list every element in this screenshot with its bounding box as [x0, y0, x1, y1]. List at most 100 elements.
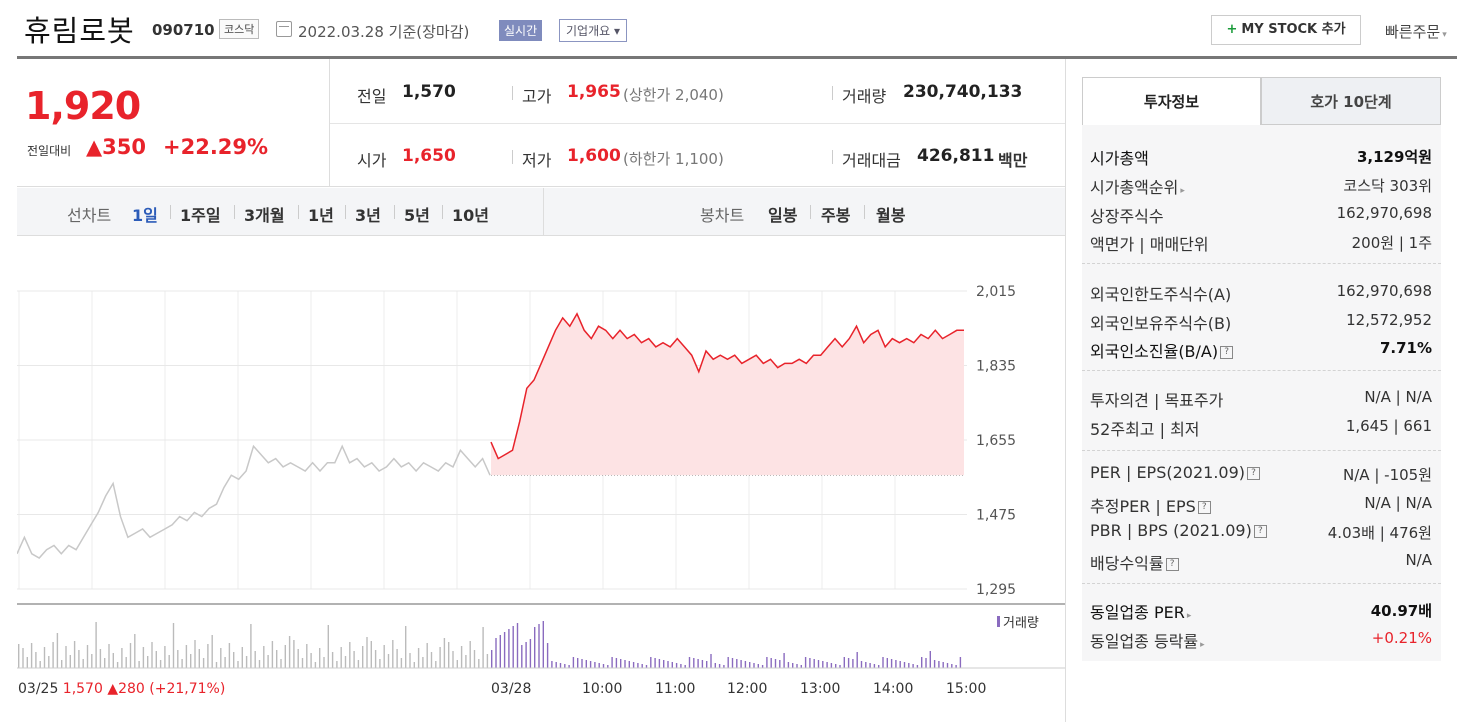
- info-label-text: 상장주식수: [1090, 207, 1164, 226]
- volume-bar: [134, 634, 136, 668]
- period-10y[interactable]: 10년: [452, 206, 489, 225]
- volume-bar: [211, 635, 213, 668]
- volume-bar: [916, 665, 919, 668]
- candle-monthly[interactable]: 월봉: [876, 206, 906, 225]
- info-value: N/A: [1405, 551, 1432, 569]
- volume-bar: [620, 659, 622, 668]
- chevron-right-icon: ▸: [1200, 640, 1205, 650]
- volume-bar: [895, 660, 897, 668]
- volume-bar: [370, 641, 372, 668]
- volume-bar: [194, 640, 196, 668]
- volume-bar: [555, 662, 557, 668]
- volume-bar: [671, 662, 673, 668]
- volume-bar: [366, 637, 368, 668]
- today-area-fill: [491, 313, 964, 476]
- volume-bar: [572, 657, 575, 668]
- period-3m[interactable]: 3개월: [244, 206, 285, 225]
- header-divider: [17, 56, 1457, 59]
- help-icon[interactable]: ?: [1253, 525, 1267, 538]
- prev-day-change: 1,570 ▲280 (+21,71%): [63, 681, 226, 697]
- volume-bar: [804, 657, 807, 668]
- volume-bar: [710, 654, 712, 668]
- candle-weekly[interactable]: 주봉: [821, 206, 851, 225]
- volume-bar: [744, 661, 747, 668]
- prev-day-date: 03/25: [18, 681, 63, 697]
- volume-bar: [258, 660, 261, 668]
- divider: [298, 205, 299, 219]
- volume-bar: [942, 662, 944, 668]
- volume-bar: [852, 659, 854, 668]
- volume-bar: [155, 651, 157, 668]
- volume-bar: [826, 662, 828, 668]
- volume-bar: [830, 663, 833, 668]
- change-percent: +22.29%: [163, 135, 269, 159]
- period-1w[interactable]: 1주일: [180, 206, 221, 225]
- help-icon[interactable]: ?: [1247, 467, 1260, 480]
- intraday-price-chart[interactable]: 2,015 1,835 1,655 1,475 1,295 거래량 03/28 10:00 11…: [17, 270, 1065, 710]
- period-3y[interactable]: 3년: [355, 206, 381, 225]
- volume-bar: [224, 657, 226, 668]
- volume-bar: [761, 665, 764, 668]
- divider: [345, 205, 346, 219]
- volume-bar: [392, 640, 394, 668]
- info-label: 투자의견 | 목표주가: [1090, 387, 1223, 411]
- divider: [442, 205, 443, 219]
- volume-bar: [276, 650, 278, 668]
- high-value: 1,965: [567, 82, 621, 102]
- volume-bar: [503, 632, 506, 668]
- help-icon[interactable]: ?: [1197, 501, 1211, 514]
- volume-bar: [310, 653, 312, 668]
- candle-daily[interactable]: 일봉: [768, 206, 798, 225]
- y-tick-label: 1,655: [976, 433, 1016, 449]
- calendar-icon: [276, 21, 292, 37]
- change-value: ▲350: [86, 135, 146, 159]
- volume-bar: [886, 658, 888, 668]
- low-label: 저가: [522, 151, 552, 170]
- volume-bar: [615, 658, 618, 668]
- info-label[interactable]: 동일업종 PER ▸: [1090, 599, 1191, 623]
- volume-bar: [938, 661, 940, 668]
- info-label[interactable]: 시가총액순위 ▸: [1090, 174, 1185, 198]
- period-5y[interactable]: 5년: [404, 206, 430, 225]
- info-value: N/A | -105원: [1343, 466, 1432, 484]
- tab-investment-info[interactable]: 투자정보: [1082, 77, 1261, 125]
- info-label[interactable]: 동일업종 등락률 ▸: [1090, 628, 1205, 652]
- volume-bar: [740, 660, 742, 668]
- help-icon[interactable]: ?: [1220, 346, 1234, 359]
- divider: [1082, 450, 1441, 451]
- volume-bar: [245, 656, 248, 668]
- stats-grid: [330, 59, 1065, 187]
- volume-bar: [598, 663, 600, 668]
- info-label-text: 시가총액: [1090, 149, 1149, 168]
- prev-close-label: 전일: [357, 87, 387, 106]
- x-tick-label: 11:00: [655, 681, 695, 697]
- volume-bar: [491, 650, 493, 668]
- volume-bar: [435, 661, 437, 668]
- prev-day-line: [17, 444, 491, 559]
- volume-bar: [667, 661, 669, 668]
- info-value: 162,970,698: [1336, 282, 1432, 300]
- period-1y[interactable]: 1년: [308, 206, 334, 225]
- volume-bar: [405, 626, 407, 668]
- info-label-text: 외국인보유주식수(B): [1090, 314, 1232, 333]
- volume-bar: [955, 665, 957, 668]
- date-basis: 2022.03.28 기준(장마감): [298, 23, 470, 41]
- tab-orderbook-10[interactable]: 호가 10단계: [1261, 77, 1441, 125]
- volume-bar: [680, 664, 682, 668]
- volume-bar: [35, 652, 37, 668]
- volume-bar: [147, 656, 149, 668]
- corp-info-button[interactable]: 기업개요 ▾: [559, 19, 627, 42]
- volume-bar: [594, 662, 596, 668]
- volume-bar: [839, 665, 841, 668]
- volume-label: 거래량: [842, 87, 887, 106]
- volume-bar: [869, 663, 871, 668]
- volume-bar: [198, 649, 200, 668]
- info-value: 4.03배 | 476원: [1327, 524, 1432, 542]
- live-badge[interactable]: 실시간: [499, 20, 543, 41]
- period-1d[interactable]: 1일: [132, 206, 158, 225]
- add-mystock-button[interactable]: + MY STOCK 추가: [1211, 15, 1361, 45]
- panel-divider: [1065, 59, 1066, 722]
- info-label-text: 배당수익률: [1090, 554, 1164, 573]
- help-icon[interactable]: ?: [1165, 558, 1179, 571]
- quick-order-button[interactable]: 빠른주문 ▾: [1385, 21, 1447, 42]
